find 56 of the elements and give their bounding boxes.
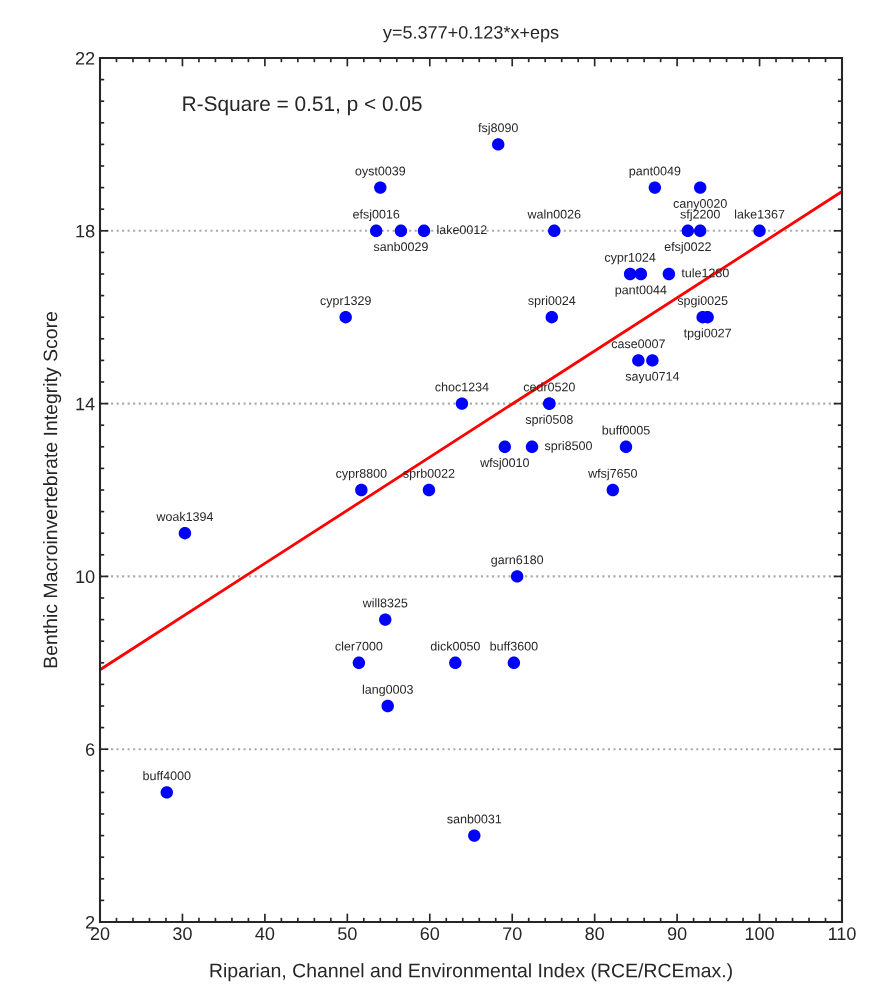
y-axis-title: Benthic Macroinvertebrate Integrity Score <box>43 311 62 668</box>
chart-title: y=5.377+0.123*x+eps <box>382 25 559 43</box>
y-tick-label: 10 <box>76 570 95 584</box>
data-label: oyst0039 <box>355 166 406 178</box>
data-label: choc1234 <box>435 382 489 392</box>
data-label: tpgi0027 <box>683 328 731 340</box>
data-label: lake0012 <box>437 224 487 235</box>
data-label: fsj8090 <box>478 123 518 135</box>
data-label: cypr1024 <box>604 252 656 265</box>
x-axis-title: Riparian, Channel and Environmental Index (RCE/RCEmax.) <box>210 963 732 982</box>
x-tick-label: 110 <box>828 927 856 941</box>
data-label: wfsj7650 <box>588 468 637 481</box>
data-label: sayu0714 <box>625 371 680 384</box>
data-label: garn6180 <box>491 555 544 567</box>
data-label: efsj0016 <box>353 209 400 222</box>
data-label: waln0026 <box>527 209 581 219</box>
data-label: spri0508 <box>525 414 573 427</box>
data-label: sanb0031 <box>447 814 502 824</box>
data-label: sprb0022 <box>403 468 455 481</box>
data-label: will8325 <box>362 598 408 608</box>
data-label: sanb0029 <box>373 241 428 252</box>
data-label: pant0044 <box>615 285 667 297</box>
x-tick-label: 100 <box>745 927 774 941</box>
data-label: spri8500 <box>544 440 592 453</box>
data-label: cypr8800 <box>336 468 387 481</box>
data-label: case0007 <box>611 339 665 349</box>
x-tick-label: 70 <box>503 927 522 941</box>
data-label: buff0005 <box>602 425 650 435</box>
data-label: spri0024 <box>528 295 576 308</box>
data-label: sfj2200 <box>680 209 720 222</box>
x-tick-label: 20 <box>90 927 110 941</box>
data-label: cany0020 <box>673 199 727 211</box>
x-tick-label: 80 <box>585 927 604 941</box>
data-label: lake1367 <box>735 209 785 219</box>
data-label: buff4000 <box>143 771 191 781</box>
data-label: cler7000 <box>335 641 383 651</box>
y-tick-label: 18 <box>76 224 95 238</box>
y-tick-label: 2 <box>86 915 95 929</box>
data-label: buff3600 <box>490 641 538 651</box>
y-tick-label: 22 <box>75 51 95 65</box>
data-label: wfsj0010 <box>480 457 529 470</box>
data-label: woak1394 <box>156 511 214 522</box>
annotation: R-Square = 0.51, p < 0.05 <box>183 96 422 116</box>
data-label: spgi0025 <box>677 295 728 308</box>
data-label: efsj0022 <box>664 241 711 254</box>
x-tick-label: 40 <box>255 927 275 941</box>
x-tick-label: 90 <box>667 927 687 941</box>
data-label: cypr1329 <box>320 296 371 308</box>
y-tick-label: 6 <box>86 743 95 756</box>
data-label: pant0049 <box>629 166 681 178</box>
y-tick-label: 14 <box>76 397 95 411</box>
data-label: dick0050 <box>430 641 480 651</box>
x-tick-label: 50 <box>338 927 357 941</box>
x-tick-label: 30 <box>173 927 192 941</box>
x-tick-label: 60 <box>420 927 440 941</box>
data-label: lang0003 <box>362 684 413 697</box>
